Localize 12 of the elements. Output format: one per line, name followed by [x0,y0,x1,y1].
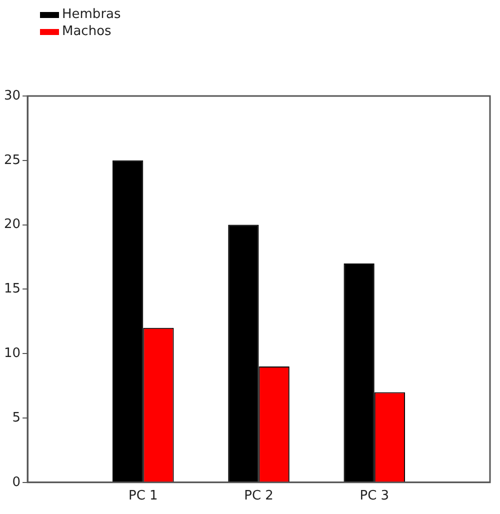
y-tick-label: 0 [12,474,21,490]
x-tick-label: PC 3 [360,488,390,504]
x-tick-label: PC 1 [128,488,158,504]
y-tick-label: 25 [4,152,21,168]
y-tick-label: 10 [4,346,21,361]
y-tick-label: 15 [4,282,21,297]
x-tick-label: PC 2 [244,488,274,504]
y-tick-label: 30 [4,88,21,104]
legend-label: Machos [62,24,112,39]
legend-label: Hembras [62,7,121,22]
y-tick-label: 20 [4,217,21,232]
y-tick-label: 5 [12,410,21,426]
